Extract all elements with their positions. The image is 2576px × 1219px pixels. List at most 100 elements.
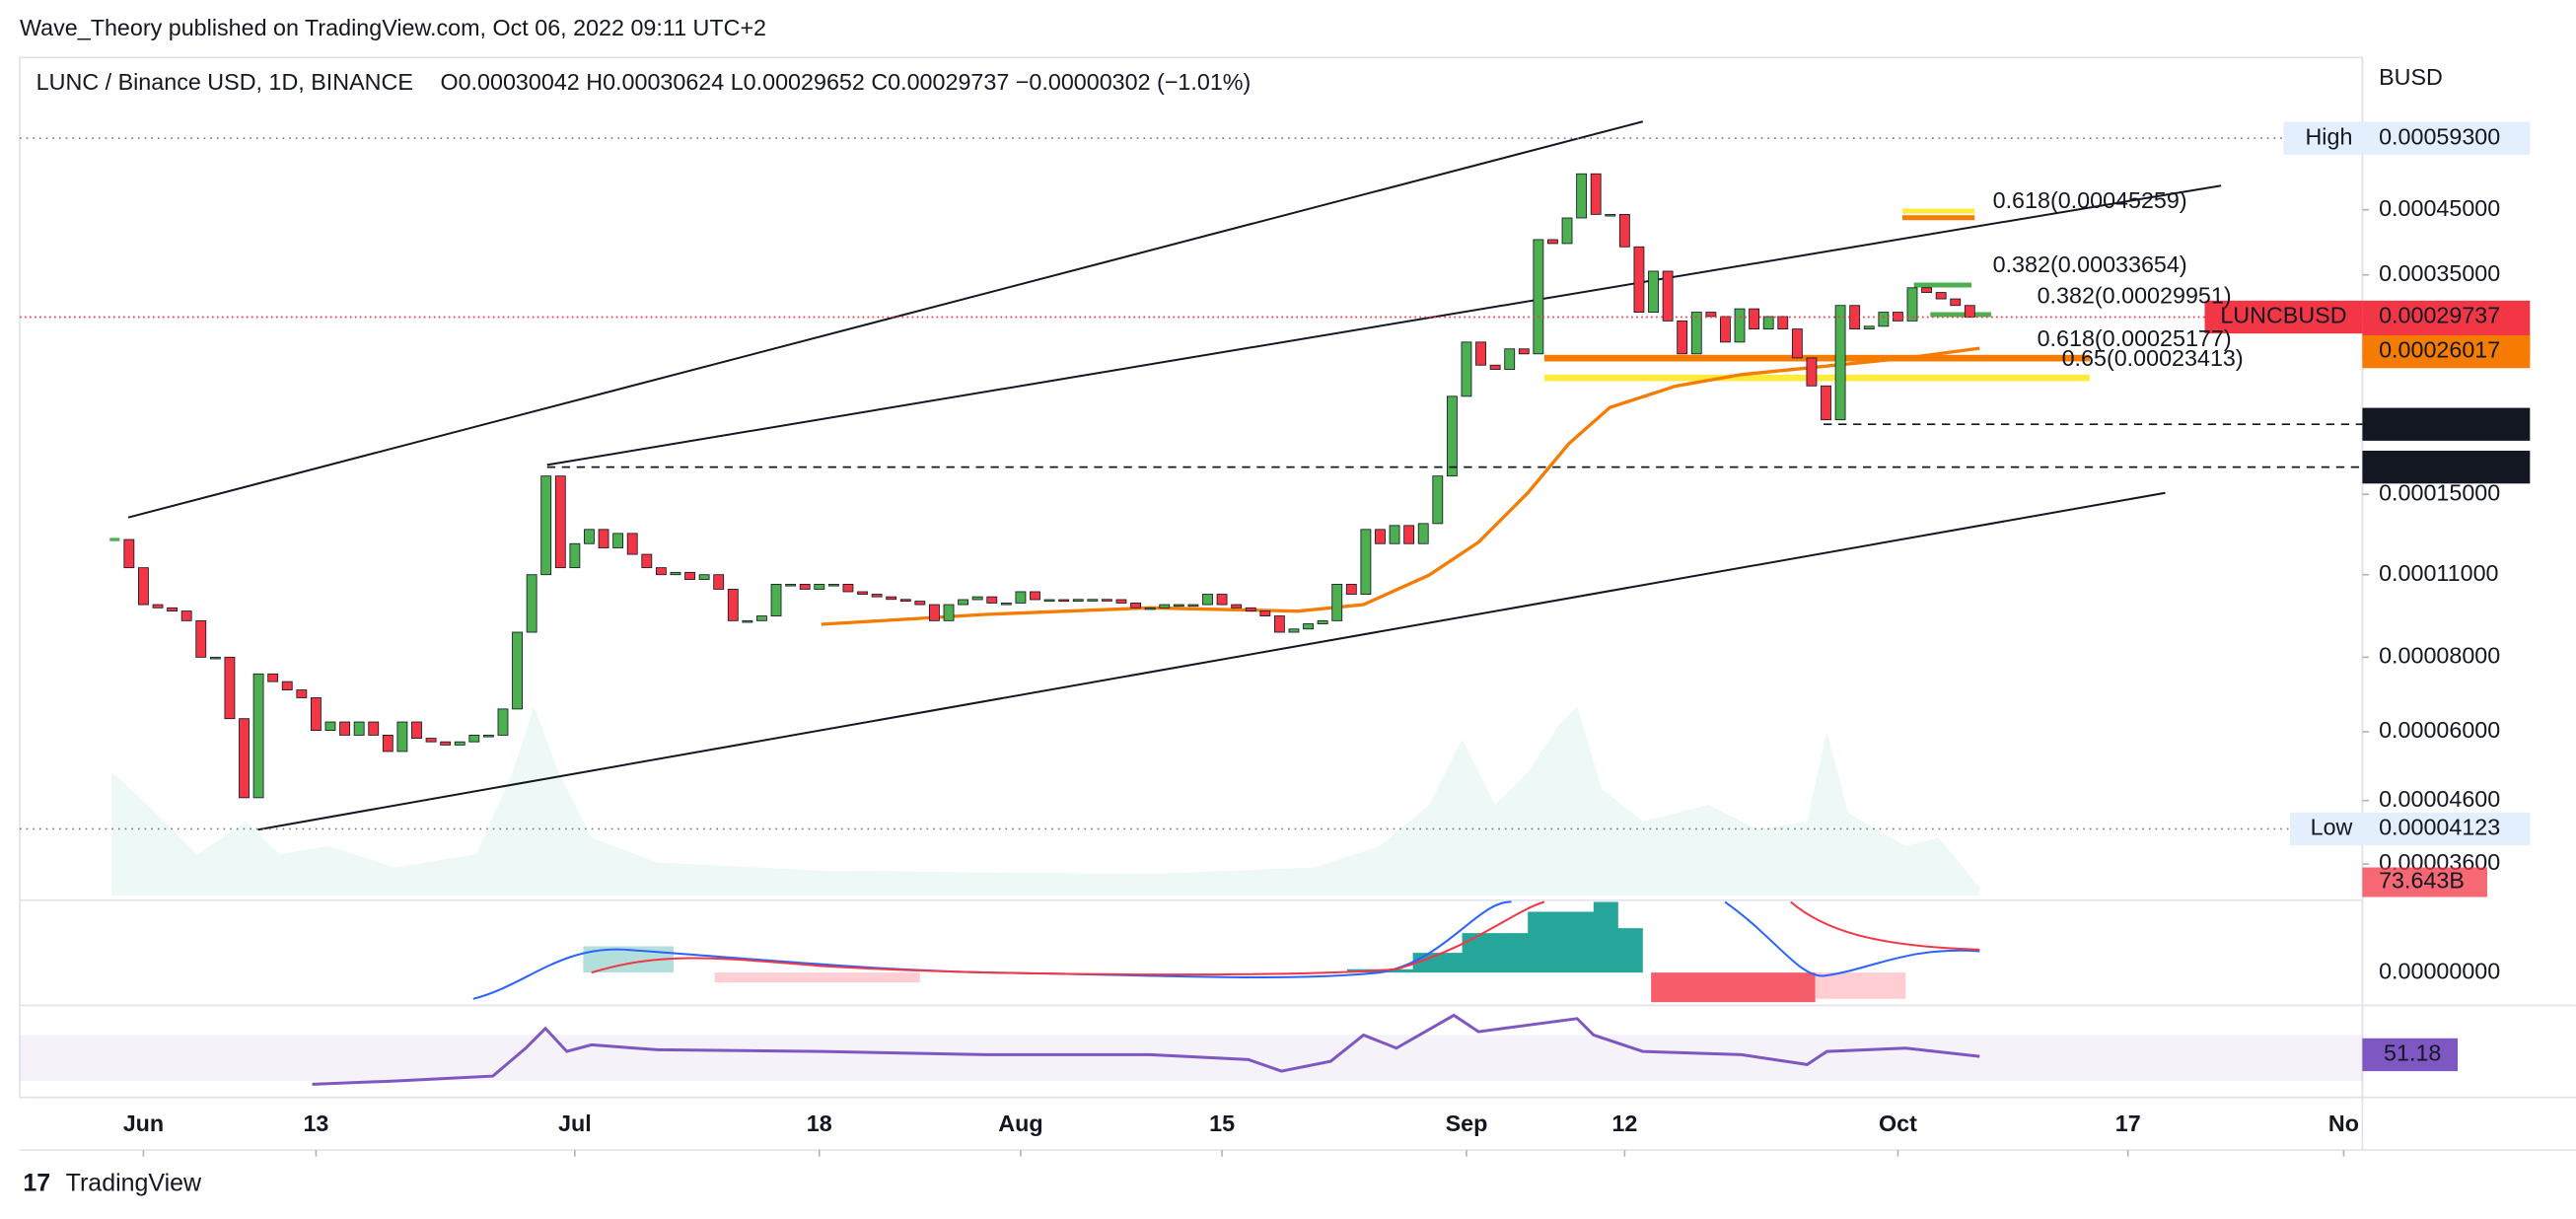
candle [1475,341,1486,366]
candle [123,538,135,569]
candle [1216,594,1228,606]
candle [1000,603,1012,606]
candle [1618,213,1630,248]
candle [742,619,753,623]
rsi-tag: 51.18 [2384,1040,2441,1066]
candle [727,589,739,621]
rsi-tag-bg [2362,1038,2459,1072]
trend-line [127,120,1644,519]
volume-area [111,706,1980,896]
candle [1058,599,1070,603]
y-tick-label: 0.00015000 [2379,479,2500,505]
fib-line [1543,374,2090,382]
candle [209,656,221,660]
candle [1030,591,1040,601]
candle [670,571,681,576]
candle [1821,385,1831,421]
candle [267,673,279,682]
y-tick-label: 0.00045000 [2379,195,2500,221]
candle [1633,246,1645,313]
candle [1015,591,1027,604]
level-tag: 0.00019657 [2379,409,2500,435]
candle [1231,604,1243,609]
level-tag: 0.00016663 [2379,453,2500,478]
candle [986,596,998,604]
candle [1677,320,1688,355]
candle [540,475,552,576]
candle [1461,341,1472,397]
candle [1935,292,1947,300]
candle [239,718,250,799]
candle [1950,298,1962,307]
y-tick-label: 0.00008000 [2379,643,2500,669]
x-tick-label: Jun [123,1111,164,1136]
x-tick-label: Aug [998,1111,1042,1136]
candle [1777,316,1789,329]
candle [1518,348,1530,355]
y-tick-label: 0.00004600 [2379,786,2500,812]
candle [1705,312,1717,318]
candle [411,721,422,739]
high-value: 0.00059300 [2379,123,2500,149]
fib-line [1913,282,1971,288]
candle [655,567,667,576]
candle [1072,599,1084,603]
candle [842,584,854,593]
candle [641,553,653,569]
macd-histogram [1346,901,1643,973]
candle [554,475,566,569]
candle [1749,308,1760,329]
fib-line [1543,354,2090,362]
y-tick-label: 0.00035000 [2379,260,2500,286]
footer: TradingView [66,1170,202,1197]
candle [1187,604,1199,608]
candle [1648,270,1659,313]
candle [684,571,695,580]
candle [827,584,839,587]
low-value: 0.00004123 [2379,815,2500,840]
symbol: LUNC / Binance USD, 1D, BINANCE [36,69,413,95]
candle [310,697,322,732]
candle [1159,604,1171,609]
symbol-tag: LUNCBUSD [2220,303,2346,328]
candle [1043,599,1055,603]
candle [958,599,969,606]
candle [1533,239,1544,355]
low-tag-bg [2290,812,2363,846]
rsi-line [312,1013,1980,1086]
candle [1303,623,1314,630]
y-tick-label: 0.00011000 [2379,560,2498,586]
candle [1720,316,1731,343]
fib-label: 0.382(0.00033654) [1993,251,2187,277]
volume-tag-bg [2362,867,2488,897]
candle [943,604,955,621]
candle [1662,270,1674,322]
level-tag-bg [2362,450,2531,484]
candle [799,584,811,590]
candle [1432,475,1444,525]
fib-label: 0.382(0.00029951) [2038,283,2232,309]
x-tick-label: Oct [1879,1111,1917,1136]
candle [1245,607,1256,611]
candle [396,721,408,753]
fib-label: 0.618(0.00045259) [1993,187,2187,213]
candle [770,584,782,616]
candle [1102,599,1112,602]
candle [296,689,308,698]
macd-tag: 0.00000000 [2379,958,2500,983]
candle [1605,213,1616,217]
fib-line [1930,312,1991,318]
x-tick-label: Jul [558,1111,592,1136]
candle [497,708,509,736]
candle [1360,529,1372,595]
x-tick-label: 12 [1611,1111,1637,1136]
candle [224,656,236,720]
candle [598,529,609,548]
candle [1590,173,1602,215]
candle [425,738,437,743]
candle [252,673,264,799]
macd-histogram [1651,972,1816,1003]
candle [899,599,911,603]
candle [1375,529,1386,544]
candle [612,533,624,548]
